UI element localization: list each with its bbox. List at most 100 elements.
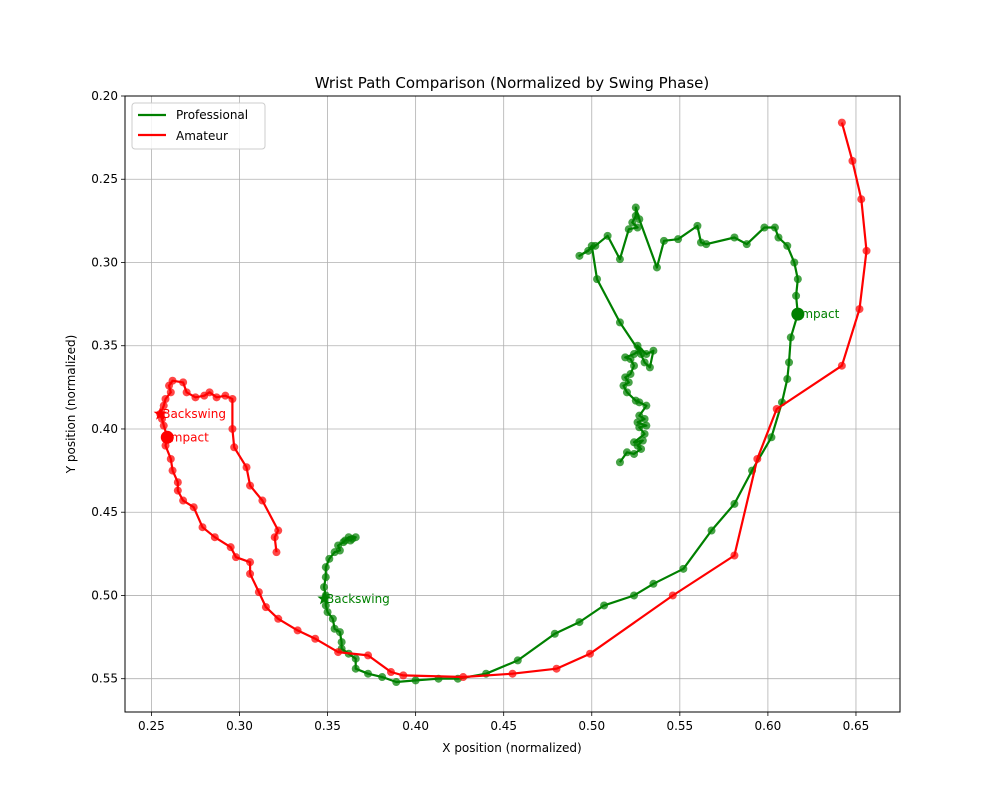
professional-point xyxy=(707,526,716,535)
y-tick-label: 0.30 xyxy=(91,255,118,269)
professional-point xyxy=(783,241,792,250)
professional-point xyxy=(584,246,593,255)
professional-point xyxy=(626,370,635,379)
professional-point xyxy=(640,429,649,438)
y-axis-ticks: 0.20 0.25 0.30 0.35 0.40 0.45 0.50 0.55 xyxy=(91,89,125,686)
legend-label-amateur: Amateur xyxy=(176,129,228,143)
professional-point xyxy=(351,654,360,663)
amateur-point xyxy=(231,553,240,562)
amateur-point xyxy=(364,651,373,660)
professional-point xyxy=(693,221,702,230)
professional-point xyxy=(633,418,642,427)
professional-point xyxy=(645,363,654,372)
y-axis-label: Y position (normalized) xyxy=(64,335,78,475)
professional-point xyxy=(633,223,642,232)
professional-point xyxy=(603,231,612,240)
amateur-backswing-marker xyxy=(153,407,167,420)
professional-point xyxy=(630,438,639,447)
professional-point xyxy=(730,499,739,508)
amateur-point xyxy=(399,671,408,680)
amateur-point xyxy=(254,588,263,597)
professional-point xyxy=(767,433,776,442)
amateur-point xyxy=(855,305,864,314)
professional-point xyxy=(615,318,624,327)
amateur-point xyxy=(270,533,279,542)
professional-point xyxy=(321,573,330,582)
amateur-point xyxy=(168,376,177,385)
professional-point xyxy=(622,448,631,457)
amateur-point xyxy=(772,404,781,413)
professional-point xyxy=(630,449,639,458)
amateur-point xyxy=(246,481,255,490)
professional-point xyxy=(630,361,639,370)
professional-point xyxy=(760,223,769,232)
professional-point xyxy=(649,579,658,588)
professional-point xyxy=(631,203,640,212)
professional-point xyxy=(631,396,640,405)
amateur-point xyxy=(161,395,170,404)
series-professional xyxy=(320,203,802,687)
series-amateur xyxy=(156,118,871,682)
amateur-point xyxy=(508,669,517,678)
x-tick-label: 0.25 xyxy=(138,719,165,733)
professional-backswing-label: Backswing xyxy=(326,592,390,606)
professional-point xyxy=(637,350,646,359)
amateur-point xyxy=(179,496,188,505)
amateur-point xyxy=(274,526,283,535)
amateur-point xyxy=(862,246,871,255)
professional-point xyxy=(615,255,624,264)
professional-point xyxy=(624,225,633,234)
professional-point xyxy=(640,358,649,367)
amateur-point xyxy=(166,388,175,397)
professional-point xyxy=(774,233,783,242)
chart-title: Wrist Path Comparison (Normalized by Swi… xyxy=(315,74,710,92)
professional-point xyxy=(785,358,794,367)
professional-point xyxy=(730,233,739,242)
professional-point xyxy=(638,436,647,445)
x-tick-label: 0.35 xyxy=(314,719,341,733)
y-tick-label: 0.40 xyxy=(91,422,118,436)
professional-point xyxy=(793,275,802,284)
professional-point xyxy=(392,678,401,687)
professional-backswing-marker xyxy=(317,591,331,605)
amateur-point xyxy=(159,421,168,430)
x-axis-label: X position (normalized) xyxy=(442,741,581,755)
amateur-point xyxy=(857,195,866,204)
legend-label-professional: Professional xyxy=(176,108,248,122)
amateur-point xyxy=(173,486,182,495)
professional-point xyxy=(351,664,360,673)
amateur-point xyxy=(221,391,230,400)
professional-point xyxy=(591,241,600,250)
x-tick-label: 0.55 xyxy=(666,719,693,733)
x-tick-label: 0.60 xyxy=(755,719,782,733)
amateur-point xyxy=(226,543,235,552)
amateur-point xyxy=(212,393,221,402)
x-tick-label: 0.30 xyxy=(226,719,253,733)
amateur-point xyxy=(179,378,188,387)
professional-point xyxy=(600,601,609,610)
amateur-impact-label: Impact xyxy=(167,430,209,444)
professional-impact-marker xyxy=(791,307,805,321)
y-tick-label: 0.20 xyxy=(91,89,118,103)
amateur-point xyxy=(182,388,191,397)
x-tick-label: 0.50 xyxy=(578,719,605,733)
professional-point xyxy=(320,583,329,592)
professional-point xyxy=(622,388,631,397)
amateur-point xyxy=(228,395,237,404)
amateur-point xyxy=(272,548,281,557)
amateur-point xyxy=(246,558,255,567)
professional-point xyxy=(790,258,799,267)
amateur-point xyxy=(837,361,846,370)
y-tick-label: 0.50 xyxy=(91,588,118,602)
professional-point xyxy=(679,564,688,573)
x-tick-label: 0.65 xyxy=(843,719,870,733)
amateur-point xyxy=(459,673,468,682)
legend: Professional Amateur xyxy=(131,102,266,150)
professional-point xyxy=(346,536,355,545)
professional-point xyxy=(652,263,661,272)
professional-point xyxy=(635,215,644,224)
amateur-point xyxy=(205,388,214,397)
amateur-point xyxy=(753,454,762,463)
x-tick-label: 0.45 xyxy=(490,719,517,733)
y-tick-label: 0.45 xyxy=(91,505,118,519)
